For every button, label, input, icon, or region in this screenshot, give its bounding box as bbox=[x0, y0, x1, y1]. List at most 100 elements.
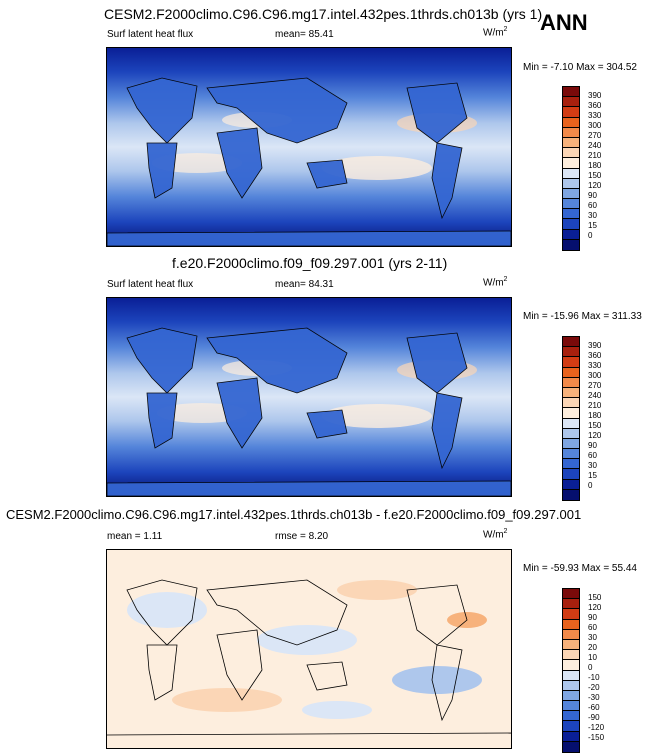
panel-2-variable-label: Surf latent heat flux bbox=[107, 279, 194, 290]
colorbar-box bbox=[563, 87, 579, 98]
colorbar-tick-label: 90 bbox=[588, 441, 597, 450]
colorbar-tick-label: 360 bbox=[588, 101, 602, 110]
colorbar-box bbox=[563, 337, 579, 348]
colorbar-tick-label: 240 bbox=[588, 391, 602, 400]
colorbar-tick-label: 300 bbox=[588, 371, 602, 380]
panel-3-minmax: Min = -59.93 Max = 55.44 bbox=[523, 563, 637, 574]
colorbar-tick-label: 30 bbox=[588, 211, 597, 220]
colorbar-box bbox=[563, 408, 579, 419]
colorbar-tick-label: 300 bbox=[588, 121, 602, 130]
colorbar-box bbox=[563, 711, 579, 722]
colorbar-box bbox=[563, 117, 579, 128]
colorbar-box bbox=[563, 168, 579, 179]
colorbar-tick-label: 330 bbox=[588, 111, 602, 120]
colorbar-box bbox=[563, 599, 579, 610]
colorbar-tick-label: 270 bbox=[588, 381, 602, 390]
colorbar-tick-label: 120 bbox=[588, 181, 602, 190]
panel-3-map-svg bbox=[107, 550, 511, 748]
colorbar-tick-label: 20 bbox=[588, 643, 597, 652]
colorbar-box bbox=[563, 629, 579, 640]
colorbar-box bbox=[563, 639, 579, 651]
panel-2-map-svg bbox=[107, 298, 511, 496]
colorbar-box bbox=[563, 721, 579, 732]
colorbar-box bbox=[563, 428, 579, 439]
colorbar-tick-label: 15 bbox=[588, 221, 597, 230]
colorbar-box bbox=[563, 188, 579, 200]
colorbar-tick-label: -120 bbox=[588, 723, 605, 732]
colorbar-tick-label: 240 bbox=[588, 141, 602, 150]
annual-label: ANN bbox=[540, 10, 588, 35]
panel-3-mean-label: mean = 1.11 bbox=[107, 531, 163, 542]
colorbar-tick-label: -20 bbox=[588, 683, 600, 692]
panel-2-map bbox=[106, 297, 512, 497]
colorbar-tick-label: -150 bbox=[588, 733, 605, 742]
colorbar-box bbox=[563, 619, 579, 630]
colorbar-tick-label: 30 bbox=[588, 461, 597, 470]
colorbar-box bbox=[563, 219, 579, 230]
colorbar-tick-label: 330 bbox=[588, 361, 602, 370]
panel-3-title: CESM2.F2000climo.C96.C96.mg17.intel.432p… bbox=[6, 507, 582, 522]
panel-1-minmax: Min = -7.10 Max = 304.52 bbox=[523, 62, 637, 73]
panel-2-colorbar bbox=[562, 336, 580, 501]
colorbar-box bbox=[563, 127, 579, 138]
colorbar-box bbox=[563, 357, 579, 368]
colorbar-tick-label: 90 bbox=[588, 191, 597, 200]
colorbar-box bbox=[563, 137, 579, 149]
colorbar-box bbox=[563, 438, 579, 450]
colorbar-tick-label: 15 bbox=[588, 471, 597, 480]
colorbar-tick-label: 180 bbox=[588, 161, 602, 170]
colorbar-tick-label: 60 bbox=[588, 451, 597, 460]
panel-2-mean-label: mean= 84.31 bbox=[275, 279, 334, 290]
colorbar-tick-label: 210 bbox=[588, 151, 602, 160]
panel-3-units: W/m2 bbox=[483, 528, 508, 541]
colorbar-box bbox=[563, 680, 579, 691]
colorbar-box bbox=[563, 97, 579, 108]
colorbar-box bbox=[563, 589, 579, 600]
colorbar-tick-label: -10 bbox=[588, 673, 600, 682]
colorbar-box bbox=[563, 158, 579, 169]
colorbar-tick-label: 90 bbox=[588, 613, 597, 622]
panel-1-title: CESM2.F2000climo.C96.C96.mg17.intel.432p… bbox=[104, 6, 543, 22]
colorbar-tick-label: -90 bbox=[588, 713, 600, 722]
colorbar-tick-label: 270 bbox=[588, 131, 602, 140]
colorbar-box bbox=[563, 387, 579, 399]
panel-1-map-svg bbox=[107, 48, 511, 246]
colorbar-box bbox=[563, 489, 579, 500]
panel-2-minmax: Min = -15.96 Max = 311.33 bbox=[523, 311, 642, 322]
panel-1-mean-label: mean= 85.41 bbox=[275, 29, 334, 40]
colorbar-box bbox=[563, 731, 579, 742]
colorbar-tick-label: 120 bbox=[588, 431, 602, 440]
panel-1-units: W/m2 bbox=[483, 26, 508, 39]
panel-3-colorbar bbox=[562, 588, 580, 753]
colorbar-box bbox=[563, 741, 579, 752]
colorbar-box bbox=[563, 418, 579, 429]
colorbar-box bbox=[563, 148, 579, 159]
colorbar-tick-label: 0 bbox=[588, 663, 593, 672]
colorbar-tick-label: 360 bbox=[588, 351, 602, 360]
panel-3-map bbox=[106, 549, 512, 749]
colorbar-tick-label: 0 bbox=[588, 231, 593, 240]
colorbar-tick-label: 210 bbox=[588, 401, 602, 410]
colorbar-box bbox=[563, 459, 579, 470]
colorbar-box bbox=[563, 469, 579, 480]
colorbar-box bbox=[563, 199, 579, 210]
colorbar-tick-label: 0 bbox=[588, 481, 593, 490]
colorbar-tick-label: 150 bbox=[588, 171, 602, 180]
colorbar-tick-label: -30 bbox=[588, 693, 600, 702]
colorbar-box bbox=[563, 660, 579, 671]
colorbar-box bbox=[563, 609, 579, 620]
colorbar-box bbox=[563, 209, 579, 220]
colorbar-tick-label: 180 bbox=[588, 411, 602, 420]
colorbar-box bbox=[563, 347, 579, 358]
colorbar-box bbox=[563, 377, 579, 388]
colorbar-box bbox=[563, 398, 579, 409]
panel-1-variable-label: Surf latent heat flux bbox=[107, 29, 194, 40]
panel-2-units: W/m2 bbox=[483, 276, 508, 289]
colorbar-box bbox=[563, 239, 579, 250]
panel-1-map bbox=[106, 47, 512, 247]
colorbar-tick-label: 150 bbox=[588, 593, 602, 602]
colorbar-tick-label: 390 bbox=[588, 341, 602, 350]
colorbar-box bbox=[563, 701, 579, 712]
colorbar-box bbox=[563, 650, 579, 661]
colorbar-tick-label: 60 bbox=[588, 623, 597, 632]
